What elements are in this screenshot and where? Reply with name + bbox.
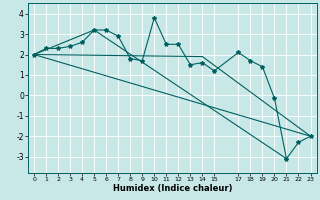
X-axis label: Humidex (Indice chaleur): Humidex (Indice chaleur) (113, 184, 232, 193)
